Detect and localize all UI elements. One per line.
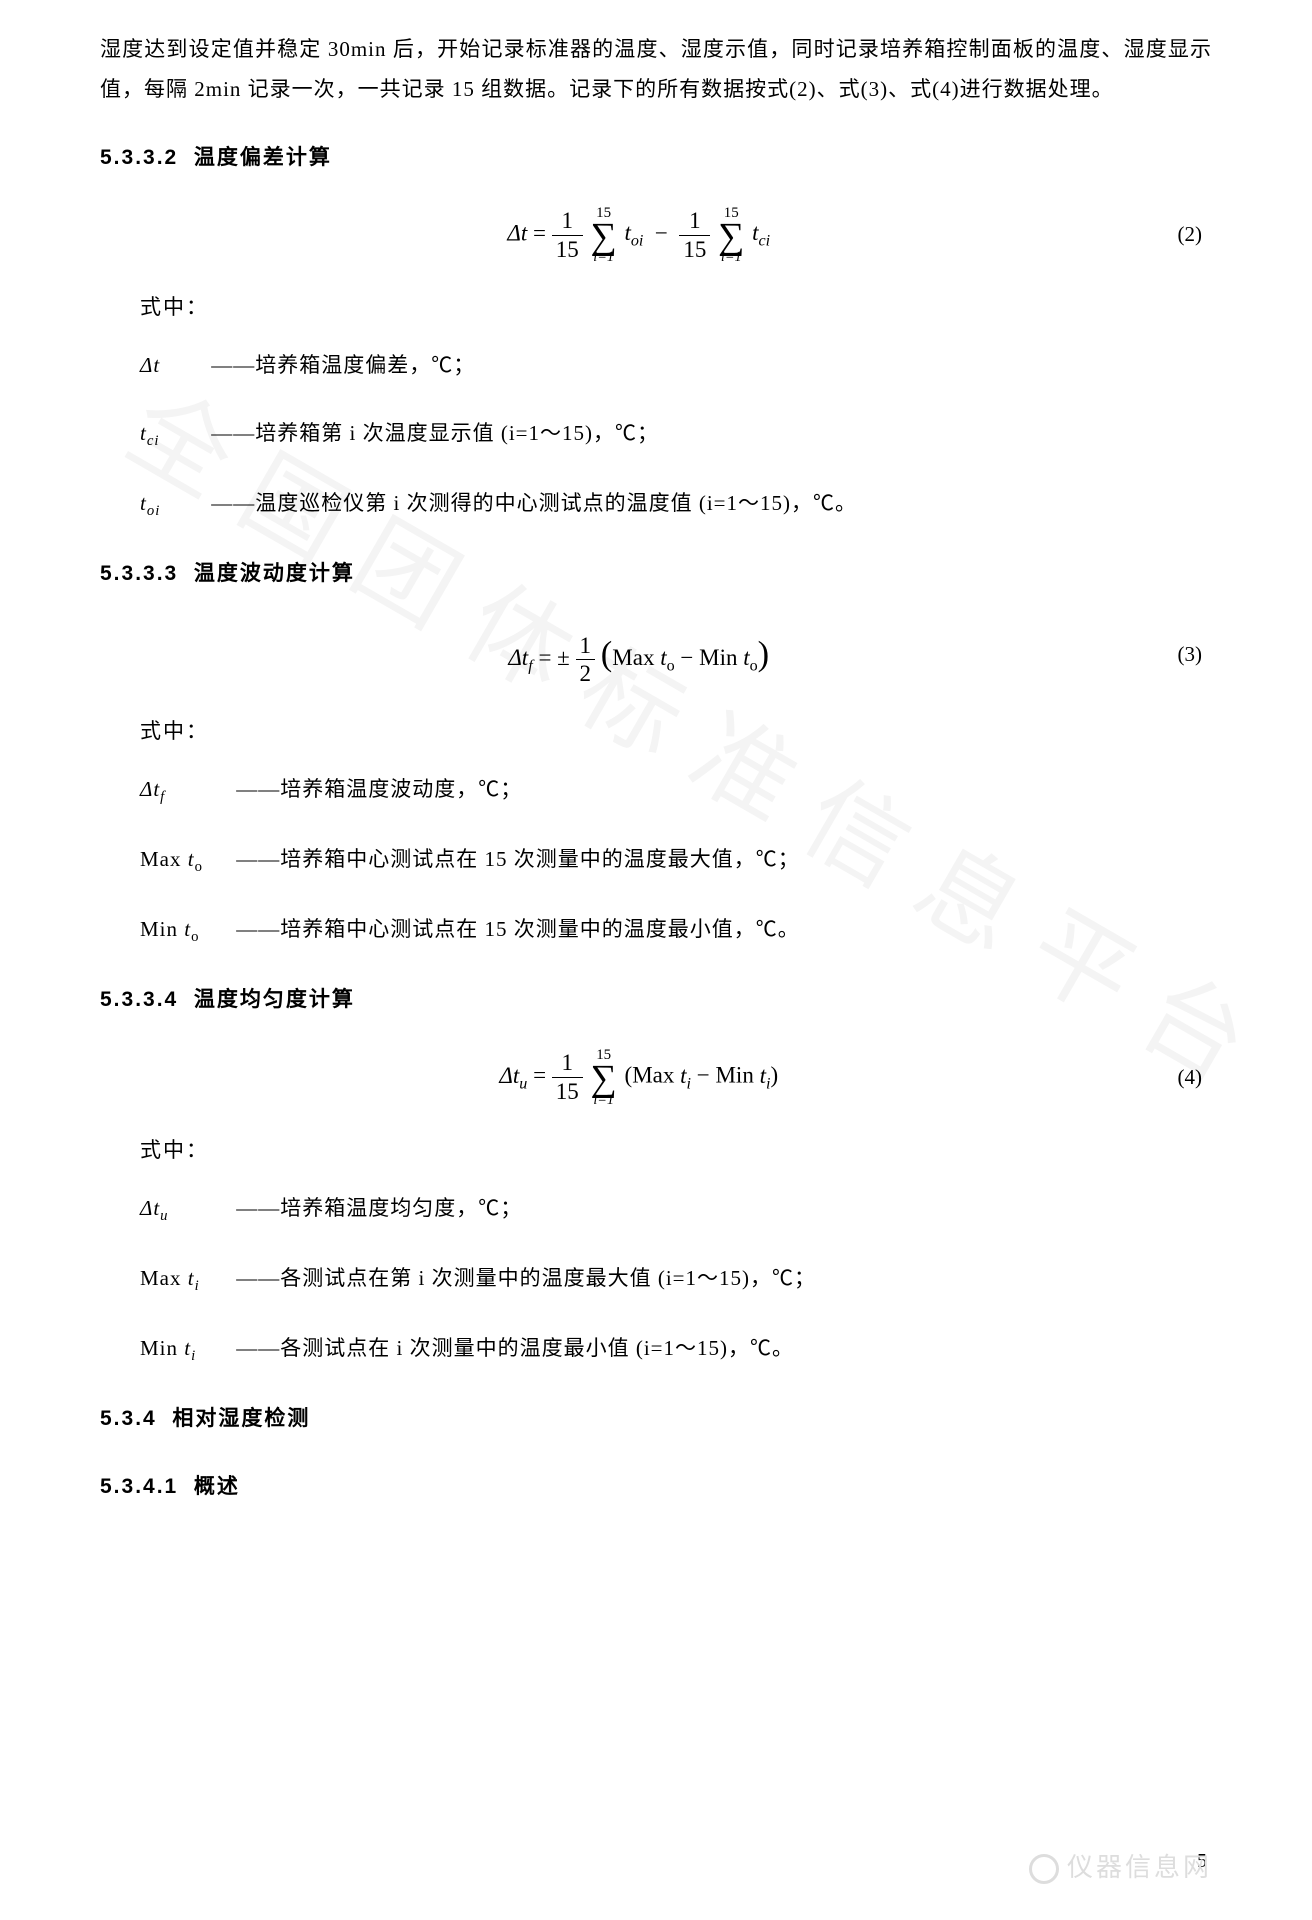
heading-5334: 5.3.3.4 温度均匀度计算 <box>100 980 1212 1020</box>
def-toi: toi ——温度巡检仪第 i 次测得的中心测试点的温度值 (i=1～15)，℃。 <box>100 484 1212 526</box>
def-dtu-text: ——培养箱温度均匀度，℃； <box>236 1196 522 1220</box>
equation-2-number: (2) <box>1178 215 1213 255</box>
def-toi-text: ——温度巡检仪第 i 次测得的中心测试点的温度值 (i=1～15)，℃。 <box>211 491 857 515</box>
def-tci: tci ——培养箱第 i 次温度显示值 (i=1～15)，℃； <box>100 414 1212 456</box>
footer-watermark-text: 仪器信息网 <box>1067 1852 1212 1882</box>
def-minto: Min to ——培养箱中心测试点在 15 次测量中的温度最小值，℃。 <box>100 910 1212 952</box>
heading-number: 5.3.3.3 <box>100 562 178 585</box>
heading-number: 5.3.3.4 <box>100 988 178 1011</box>
def-dtf-text: ——培养箱温度波动度，℃； <box>236 777 522 801</box>
equation-3-number: (3) <box>1178 635 1213 675</box>
equation-3: Δtf = ± 12 (Max to − Min to) <box>100 622 1178 688</box>
heading-number: 5.3.4 <box>100 1407 157 1430</box>
where-label-4: 式中： <box>100 1131 1212 1171</box>
equation-2-row: Δt = 115 15∑i=1 toi − 115 15∑i=1 tci (2) <box>100 206 1212 265</box>
heading-title: 概述 <box>194 1475 240 1498</box>
def-maxti-text: ——各测试点在第 i 次测量中的温度最大值 (i=1～15)，℃； <box>236 1266 816 1290</box>
def-dt: Δt ——培养箱温度偏差，℃； <box>100 346 1212 386</box>
heading-number: 5.3.3.2 <box>100 146 178 169</box>
def-maxti: Max ti ——各测试点在第 i 次测量中的温度最大值 (i=1～15)，℃； <box>100 1259 1212 1301</box>
heading-5333: 5.3.3.3 温度波动度计算 <box>100 554 1212 594</box>
def-tci-text: ——培养箱第 i 次温度显示值 (i=1～15)，℃； <box>211 421 659 445</box>
where-label-3: 式中： <box>100 712 1212 752</box>
equation-2: Δt = 115 15∑i=1 toi − 115 15∑i=1 tci <box>100 206 1178 265</box>
def-minto-text: ——培养箱中心测试点在 15 次测量中的温度最小值，℃。 <box>236 917 800 941</box>
def-dtf: Δtf ——培养箱温度波动度，℃； <box>100 770 1212 812</box>
def-minti-text: ——各测试点在 i 次测量中的温度最小值 (i=1～15)，℃。 <box>236 1336 794 1360</box>
equation-3-row: Δtf = ± 12 (Max to − Min to) (3) <box>100 622 1212 688</box>
def-dtu: Δtu ——培养箱温度均匀度，℃； <box>100 1189 1212 1231</box>
def-dt-text: ——培养箱温度偏差，℃； <box>211 353 475 377</box>
intro-paragraph: 湿度达到设定值并稳定 30min 后，开始记录标准器的温度、湿度示值，同时记录培… <box>100 30 1212 110</box>
equation-4-row: Δtu = 115 15∑i=1 (Max ti − Min ti) (4) <box>100 1048 1212 1107</box>
heading-title: 温度波动度计算 <box>194 562 355 585</box>
heading-5332: 5.3.3.2 温度偏差计算 <box>100 138 1212 178</box>
def-maxto-text: ——培养箱中心测试点在 15 次测量中的温度最大值，℃； <box>236 847 800 871</box>
heading-title: 温度偏差计算 <box>194 146 332 169</box>
heading-5341: 5.3.4.1 概述 <box>100 1467 1212 1507</box>
heading-title: 相对湿度检测 <box>172 1407 310 1430</box>
footer-watermark: 仪器信息网 <box>1029 1843 1212 1892</box>
equation-4-number: (4) <box>1178 1058 1213 1098</box>
heading-number: 5.3.4.1 <box>100 1475 178 1498</box>
heading-title: 温度均匀度计算 <box>194 988 355 1011</box>
equation-4: Δtu = 115 15∑i=1 (Max ti − Min ti) <box>100 1048 1178 1107</box>
watermark-icon <box>1029 1854 1059 1884</box>
def-maxto: Max to ——培养箱中心测试点在 15 次测量中的温度最大值，℃； <box>100 840 1212 882</box>
heading-534: 5.3.4 相对湿度检测 <box>100 1399 1212 1439</box>
where-label-2: 式中： <box>100 288 1212 328</box>
def-minti: Min ti ——各测试点在 i 次测量中的温度最小值 (i=1～15)，℃。 <box>100 1329 1212 1371</box>
